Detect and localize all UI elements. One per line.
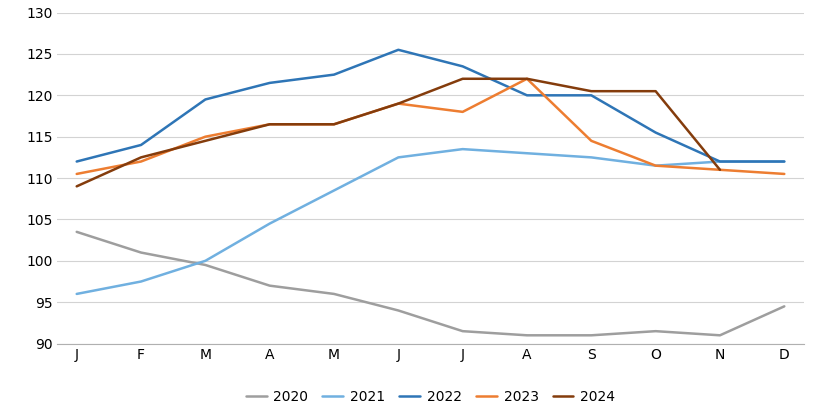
2022 bbox=[393, 47, 403, 52]
2023 bbox=[200, 134, 210, 139]
2020 bbox=[650, 328, 660, 334]
2024 bbox=[714, 167, 724, 172]
2024 bbox=[393, 101, 403, 106]
2020 bbox=[265, 283, 274, 288]
2024 bbox=[586, 89, 595, 94]
2021 bbox=[522, 151, 532, 156]
Line: 2024: 2024 bbox=[77, 79, 719, 186]
2023 bbox=[328, 122, 338, 127]
2021 bbox=[778, 159, 788, 164]
2022 bbox=[650, 130, 660, 135]
2021 bbox=[328, 188, 338, 193]
2022 bbox=[586, 93, 595, 98]
2024 bbox=[265, 122, 274, 127]
Line: 2021: 2021 bbox=[77, 149, 783, 294]
2022 bbox=[522, 93, 532, 98]
2022 bbox=[457, 64, 467, 69]
2021 bbox=[136, 279, 146, 284]
2022 bbox=[778, 159, 788, 164]
Line: 2020: 2020 bbox=[77, 232, 783, 335]
2022 bbox=[136, 142, 146, 147]
Line: 2022: 2022 bbox=[77, 50, 783, 161]
2024 bbox=[72, 184, 82, 189]
2020 bbox=[586, 333, 595, 338]
2023 bbox=[457, 109, 467, 114]
2021 bbox=[714, 159, 724, 164]
2020 bbox=[328, 292, 338, 297]
2023 bbox=[714, 167, 724, 172]
2020 bbox=[72, 229, 82, 234]
2022 bbox=[714, 159, 724, 164]
2021 bbox=[72, 292, 82, 297]
2024 bbox=[136, 155, 146, 160]
2020 bbox=[714, 333, 724, 338]
Legend: 2020, 2021, 2022, 2023, 2024: 2020, 2021, 2022, 2023, 2024 bbox=[240, 384, 620, 409]
2021 bbox=[200, 258, 210, 264]
2021 bbox=[650, 163, 660, 168]
2020 bbox=[393, 308, 403, 313]
2020 bbox=[136, 250, 146, 255]
2022 bbox=[265, 80, 274, 85]
2021 bbox=[586, 155, 595, 160]
2020 bbox=[200, 262, 210, 267]
2020 bbox=[778, 304, 788, 309]
2023 bbox=[650, 163, 660, 168]
2022 bbox=[200, 97, 210, 102]
2023 bbox=[586, 138, 595, 143]
2024 bbox=[457, 76, 467, 81]
2023 bbox=[72, 171, 82, 176]
2023 bbox=[136, 159, 146, 164]
2021 bbox=[457, 147, 467, 152]
Line: 2023: 2023 bbox=[77, 79, 783, 174]
2024 bbox=[650, 89, 660, 94]
2022 bbox=[72, 159, 82, 164]
2022 bbox=[328, 72, 338, 77]
2023 bbox=[265, 122, 274, 127]
2023 bbox=[778, 171, 788, 176]
2020 bbox=[457, 328, 467, 334]
2021 bbox=[265, 221, 274, 226]
2021 bbox=[393, 155, 403, 160]
2023 bbox=[522, 76, 532, 81]
2024 bbox=[328, 122, 338, 127]
2024 bbox=[200, 138, 210, 143]
2020 bbox=[522, 333, 532, 338]
2023 bbox=[393, 101, 403, 106]
2024 bbox=[522, 76, 532, 81]
